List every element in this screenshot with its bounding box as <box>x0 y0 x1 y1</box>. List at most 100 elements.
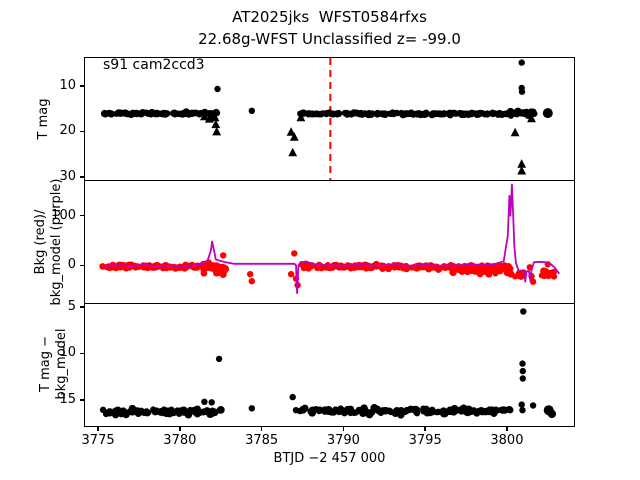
outlier-point <box>215 355 223 363</box>
y-axis-label-line: bkg_model <box>54 328 69 400</box>
x-tick-mark <box>97 427 99 431</box>
y-tick-label: 20 <box>59 123 76 139</box>
x-tick-label: 3780 <box>163 433 197 448</box>
x-tick-mark <box>260 427 263 431</box>
outlier-point <box>542 108 553 119</box>
data-point <box>422 109 430 117</box>
data-point <box>315 407 323 415</box>
data-point <box>216 405 225 414</box>
outlier-point <box>519 375 526 382</box>
data-point <box>144 410 151 417</box>
limit-triangle-marker <box>286 127 296 136</box>
panel-t-mag-minus-bkg-model-canvas <box>99 308 557 419</box>
data-point <box>450 404 459 413</box>
x-axis-label: BTJD −2 457 000 <box>273 451 386 466</box>
outlier-point <box>287 271 295 278</box>
data-point <box>496 267 504 275</box>
bkg-model-line <box>104 183 561 294</box>
x-tick-label: 3800 <box>490 433 524 448</box>
y-tick-mark <box>80 352 84 355</box>
x-tick-label: 3785 <box>245 433 279 448</box>
outlier-point <box>518 401 525 408</box>
outlier-point <box>214 85 221 93</box>
sector-camera-annotation: s91 cam2ccd3 <box>103 57 205 73</box>
y-tick-label: 100 <box>51 207 76 223</box>
outlier-point <box>518 88 526 95</box>
data-point <box>106 408 114 416</box>
y-tick-mark <box>80 85 84 87</box>
limit-triangle-marker <box>527 113 536 123</box>
y-axis-label-line: Bkg (red)/ <box>33 209 48 275</box>
outlier-point <box>291 250 298 257</box>
limit-triangle-marker <box>517 166 527 175</box>
limit-triangle-marker <box>212 126 222 136</box>
data-point <box>368 110 376 118</box>
data-point <box>163 110 171 117</box>
panel-bkg-vs-model <box>84 180 575 304</box>
y-tick-label: 10 <box>59 345 76 361</box>
data-point <box>483 110 491 118</box>
data-point <box>548 270 555 277</box>
data-point <box>374 109 382 117</box>
data-point <box>334 109 343 118</box>
limit-triangle-marker <box>288 147 298 157</box>
outlier-point <box>248 278 255 285</box>
outlier-point <box>248 107 255 114</box>
y-tick-mark <box>80 399 84 401</box>
y-tick-label: 0 <box>67 257 76 273</box>
outlier-point <box>296 407 304 415</box>
outlier-point <box>520 308 527 315</box>
outlier-point <box>248 405 255 412</box>
y-tick-label: 5 <box>67 298 76 314</box>
x-tick-mark <box>342 427 345 431</box>
y-tick-label: 10 <box>59 77 76 93</box>
limit-triangle-marker <box>211 119 221 129</box>
outlier-point <box>247 271 254 278</box>
data-point <box>506 107 515 116</box>
y-axis-label-bkg: Bkg (red)/ bkg_model (purple) <box>33 179 65 306</box>
outlier-point <box>201 398 208 405</box>
outlier-point <box>518 59 525 66</box>
outlier-point <box>289 393 296 401</box>
outlier-point <box>519 367 526 375</box>
y-tick-mark <box>80 264 84 267</box>
data-point <box>318 264 325 272</box>
outlier-point <box>519 360 526 367</box>
data-point <box>498 406 507 414</box>
limit-triangle-marker <box>200 111 209 121</box>
limit-triangle-marker <box>510 127 520 137</box>
data-point <box>530 110 538 117</box>
y-tick-mark <box>80 306 84 308</box>
limit-triangle-marker <box>296 112 306 122</box>
y-tick-mark <box>80 130 84 133</box>
x-tick-label: 3790 <box>326 433 360 448</box>
panel-bkg-vs-model-canvas <box>99 183 561 294</box>
data-point <box>492 407 500 415</box>
data-point <box>108 110 115 117</box>
data-point <box>489 109 497 118</box>
limit-triangle-marker <box>210 112 220 122</box>
data-point <box>486 266 493 273</box>
y-axis-label-line: T mag − <box>38 336 53 392</box>
data-point <box>221 266 228 273</box>
data-point <box>308 409 316 417</box>
y-axis-label-line: bkg_model (purple) <box>49 178 64 306</box>
panel-t-mag-minus-bkg-model <box>84 303 575 427</box>
data-point <box>200 270 208 277</box>
data-point <box>433 409 440 416</box>
plot-title-line-1: AT2025jks WFST0584rfxs <box>232 8 427 26</box>
y-axis-label-t-mag-minus-bkg: T mag − bkg_model <box>38 328 70 399</box>
data-point <box>137 110 145 118</box>
data-point <box>413 409 421 417</box>
limit-triangle-marker <box>289 132 299 141</box>
outlier-point <box>519 407 526 414</box>
x-tick-mark <box>424 427 426 431</box>
y-tick-label: 30 <box>59 168 76 184</box>
data-point <box>440 110 448 118</box>
limit-triangle-marker <box>517 159 527 168</box>
outlier-point <box>220 252 227 259</box>
outlier-point <box>529 402 537 409</box>
outlier-point <box>529 278 537 285</box>
y-tick-mark <box>80 176 84 178</box>
